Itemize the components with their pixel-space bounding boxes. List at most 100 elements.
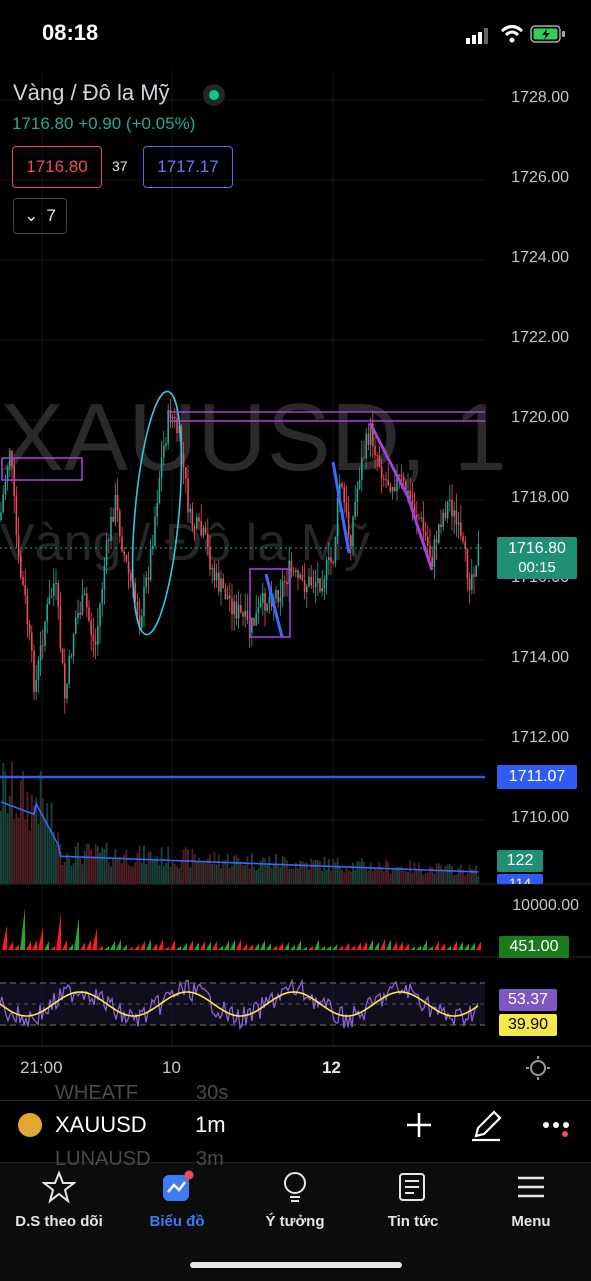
- line-price-tag: 1711.07: [497, 765, 577, 789]
- chart-icon: [163, 1170, 194, 1201]
- volume-bar: [330, 870, 332, 884]
- volume-bar: [70, 865, 73, 884]
- volume-bar: [327, 858, 330, 884]
- candle-body: [257, 606, 260, 613]
- volume-bar: [222, 860, 225, 884]
- volume-bar: [165, 862, 167, 884]
- candle-body: [4, 481, 7, 495]
- volume-histogram-bar: [248, 944, 253, 950]
- volume-bar: [204, 860, 207, 884]
- candle-body: [255, 612, 257, 626]
- volume-bar: [250, 853, 253, 884]
- volume-histogram-bar: [296, 940, 301, 950]
- rectangle-drawing: [1, 457, 83, 481]
- candle-body: [242, 612, 244, 617]
- candle-body: [462, 535, 464, 542]
- volume-bar: [391, 869, 394, 884]
- candle-body: [165, 443, 167, 446]
- volume-bar: [310, 858, 313, 884]
- candle-body: [108, 539, 110, 542]
- home-indicator: [190, 1262, 402, 1268]
- volume-bar: [286, 860, 288, 884]
- drawing-tool-icon[interactable]: [470, 1106, 504, 1142]
- candle-body: [204, 527, 207, 534]
- volume-bar: [246, 856, 249, 884]
- volume-bar: [253, 866, 255, 884]
- candle-body: [77, 612, 79, 618]
- volume-histogram-bar: [266, 943, 271, 950]
- volume-bar: [349, 871, 352, 884]
- candle-body: [39, 645, 42, 661]
- volume-bar: [4, 771, 7, 884]
- add-icon[interactable]: [404, 1110, 434, 1140]
- volume-bar: [444, 865, 447, 884]
- lightbulb-icon: [284, 1172, 306, 1202]
- candle-body: [460, 522, 462, 536]
- volume-bar: [85, 843, 88, 884]
- tab-menu[interactable]: Menu: [472, 1170, 590, 1230]
- timeframe-button[interactable]: 1m: [195, 1112, 226, 1137]
- volume-bar: [127, 864, 130, 884]
- volume-bar: [477, 875, 480, 884]
- volume-histogram-bar: [14, 944, 19, 950]
- price-axis-label: 1718.00: [511, 489, 569, 506]
- candle-body: [319, 578, 321, 592]
- candle-body: [358, 479, 361, 489]
- ghost-list-item: LUNAUSD: [55, 1148, 151, 1170]
- rsi-ma-line: [0, 991, 479, 1017]
- volume-bar: [79, 856, 82, 884]
- volume-bar: [319, 861, 321, 884]
- volume-bar: [279, 867, 282, 884]
- volume-histogram-bar: [134, 944, 139, 950]
- gold-icon: [18, 1113, 42, 1137]
- candle-body: [24, 585, 26, 596]
- sell-button[interactable]: 1716.80: [12, 146, 102, 188]
- volume-histogram-bar: [200, 940, 205, 950]
- volume-histogram-bar: [404, 943, 409, 950]
- chart-settings-icon[interactable]: [526, 1056, 550, 1080]
- buy-button[interactable]: 1717.17: [143, 146, 233, 188]
- more-options-icon[interactable]: [542, 1116, 572, 1138]
- volume-bar: [264, 858, 266, 884]
- volume-bar: [116, 857, 119, 884]
- symbol-button[interactable]: XAUUSD: [55, 1112, 147, 1137]
- tab-chart[interactable]: Biểu đồ: [118, 1170, 236, 1230]
- candle-body: [81, 595, 84, 615]
- volume-bar: [11, 761, 13, 884]
- volume-bar: [125, 849, 128, 884]
- volume-bar: [301, 861, 304, 884]
- rsi-ma-tag: 39.90: [499, 1014, 557, 1036]
- volume-bar: [41, 798, 44, 884]
- tab-watchlist[interactable]: D.S theo dõi: [0, 1170, 118, 1230]
- volume-bar: [332, 858, 335, 884]
- volume-bar: [290, 868, 293, 884]
- indicators-toggle-button[interactable]: ⌄ 7: [13, 198, 67, 234]
- candle-body: [57, 583, 59, 607]
- price-chart[interactable]: XAUUSD, 1 Vàng / Đô la Mỹ: [0, 70, 591, 1090]
- volume-bar: [35, 797, 38, 884]
- candle-body: [233, 601, 235, 615]
- tab-ideas[interactable]: Ý tưởng: [236, 1170, 354, 1230]
- candle-body: [411, 499, 414, 505]
- volume-bar: [182, 849, 185, 884]
- candle-body: [418, 517, 420, 519]
- price-axis-label: 1722.00: [511, 329, 569, 346]
- candle-body: [64, 663, 66, 699]
- candle-body: [187, 478, 189, 513]
- candle-body: [343, 487, 345, 503]
- volume-bar: [380, 867, 383, 884]
- volume-histogram-bar: [230, 939, 235, 950]
- candle-body: [317, 578, 319, 583]
- candle-body: [163, 445, 165, 458]
- volume-bar: [121, 863, 123, 884]
- volume-bar: [363, 861, 365, 884]
- volume-histogram-bar: [206, 941, 211, 950]
- ghost-list-item: 30s: [196, 1082, 229, 1104]
- candle-body: [398, 474, 400, 476]
- volume-bar: [426, 872, 429, 884]
- tab-news[interactable]: Tin tức: [354, 1170, 472, 1230]
- volume-histogram-bar: [98, 945, 103, 950]
- symbol-title[interactable]: Vàng / Đô la Mỹ: [13, 80, 170, 105]
- candle-body: [314, 582, 317, 587]
- volume-bar: [453, 875, 456, 884]
